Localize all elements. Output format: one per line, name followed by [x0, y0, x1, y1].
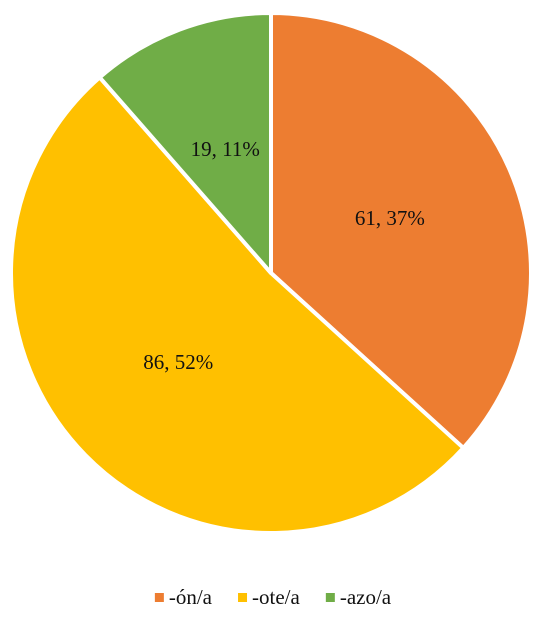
data-label: 19, 11% [191, 137, 260, 161]
legend-label: -ote/a [252, 585, 300, 609]
legend-swatch [154, 593, 164, 602]
data-label: 61, 37% [355, 206, 425, 230]
data-label: 86, 52% [143, 350, 213, 374]
pie [9, 11, 533, 535]
pie-slice [9, 75, 466, 535]
legend-label: -azo/a [340, 585, 392, 609]
legend-swatch [325, 593, 335, 602]
legend-label: -ón/a [169, 585, 213, 609]
data-labels: 61, 37% 86, 52% 19, 11% [143, 137, 425, 374]
pie-slice [269, 11, 533, 450]
legend-swatch [238, 593, 248, 602]
legend: -ón/a -ote/a -azo/a [154, 585, 392, 609]
pie-slice [97, 11, 273, 275]
